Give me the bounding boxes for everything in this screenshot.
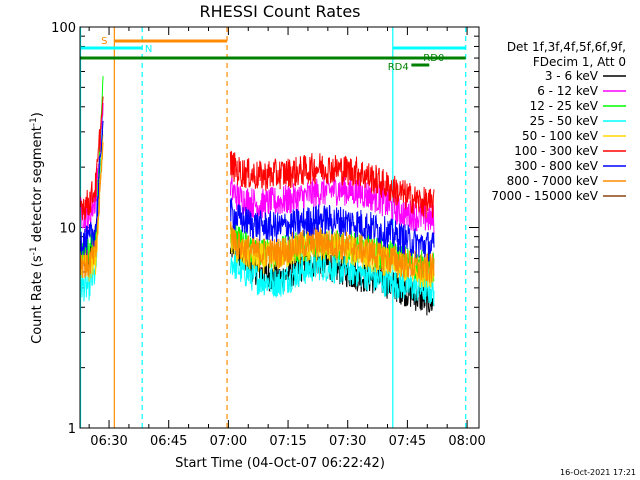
legend-label: 6 - 12 keV [537, 84, 599, 98]
series-line-6-segment-0 [79, 121, 104, 256]
legend-label: 100 - 300 keV [514, 144, 598, 158]
legend-label: 50 - 100 keV [522, 129, 599, 143]
plot-area: 1 10 100 06:30 06:45 07:00 07:15 07:30 07:45 08:0… [51, 21, 486, 449]
y-tick-label: 10 [59, 222, 76, 237]
footer-timestamp: 16-Oct-2021 17:21 [560, 468, 636, 477]
x-tick-label: 07:15 [269, 434, 306, 449]
series-line-1-segment-1 [229, 174, 435, 234]
series-line-7-segment-0 [79, 142, 104, 279]
x-tick-label: 08:00 [448, 434, 485, 449]
x-tick-label: 06:45 [150, 434, 187, 449]
legend: Det 1f,3f,4f,5f,6f,9f,FDecim 1, Att 03 -… [491, 40, 626, 203]
flag-label-s: S [101, 36, 107, 47]
series-line-6-segment-1 [229, 197, 435, 262]
plot-frame [79, 26, 480, 429]
x-axis-label: Start Time (04-Oct-07 06:22:42) [175, 456, 385, 471]
legend-header-line: Det 1f,3f,4f,5f,6f,9f, [507, 40, 626, 54]
x-tick-label: 07:30 [329, 434, 366, 449]
series-line-3-segment-1 [229, 251, 435, 307]
y-tick-label: 100 [51, 21, 76, 36]
flag-label-rd4: RD4 [388, 62, 409, 73]
chart-title: RHESSI Count Rates [200, 2, 361, 21]
y-tick-label: 1 [68, 422, 76, 437]
legend-label: 12 - 25 keV [530, 99, 599, 113]
series-line-5-segment-1 [229, 150, 435, 219]
x-tick-label: 06:30 [90, 434, 127, 449]
legend-label: 300 - 800 keV [514, 159, 598, 173]
legend-label: 25 - 50 keV [530, 114, 599, 128]
legend-label: 800 - 7000 keV [507, 174, 599, 188]
flag-label-n: N [145, 44, 152, 55]
series-line-5-segment-0 [79, 96, 104, 221]
y-axis-label: Count Rate (s-1 detector segment-1) [29, 112, 45, 344]
x-tick-label: 07:45 [389, 434, 426, 449]
legend-header-line: FDecim 1, Att 0 [533, 55, 626, 69]
legend-label: 3 - 6 keV [545, 69, 599, 83]
series-line-7-segment-1 [229, 221, 435, 283]
legend-label: 7000 - 15000 keV [491, 189, 598, 203]
flag-label-rd0: RD0 [423, 53, 444, 64]
x-tick-label: 07:00 [210, 434, 247, 449]
